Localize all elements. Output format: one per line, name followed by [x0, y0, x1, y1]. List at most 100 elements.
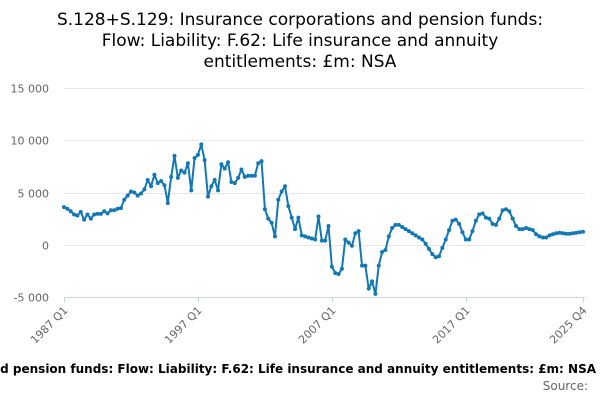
data-point — [319, 238, 324, 243]
data-point — [346, 240, 351, 245]
data-point — [426, 246, 431, 251]
data-point — [534, 232, 539, 237]
data-point — [437, 254, 442, 259]
data-point — [192, 156, 197, 161]
data-point — [159, 179, 164, 183]
data-point — [216, 188, 221, 193]
data-point — [433, 255, 438, 260]
data-point — [128, 189, 133, 194]
data-point — [537, 234, 542, 239]
data-point — [493, 222, 498, 227]
data-point — [413, 233, 418, 238]
data-point — [296, 215, 301, 220]
data-point — [460, 230, 465, 235]
data-point — [514, 223, 519, 228]
data-point — [229, 180, 234, 185]
data-point — [343, 237, 348, 242]
data-point — [366, 286, 371, 291]
data-point — [165, 200, 170, 205]
data-point — [242, 174, 247, 179]
data-point — [259, 159, 264, 164]
series-group — [62, 142, 585, 296]
data-point — [276, 197, 281, 202]
data-point — [269, 220, 274, 225]
data-point — [72, 212, 77, 217]
data-point — [323, 238, 328, 243]
chart-title-line-1: S.128+S.129: Insurance corporations and … — [56, 10, 544, 30]
data-point — [92, 212, 97, 217]
data-point — [547, 233, 552, 238]
data-point — [480, 211, 485, 216]
data-point — [544, 235, 549, 240]
data-point — [172, 153, 177, 158]
data-point — [363, 263, 368, 268]
data-point — [289, 215, 294, 220]
data-point — [185, 161, 190, 166]
data-point — [520, 227, 525, 232]
data-point — [423, 241, 428, 246]
data-point — [527, 227, 532, 232]
data-point — [226, 160, 231, 165]
y-tick-label: 10 000 — [11, 135, 50, 148]
data-point — [88, 216, 93, 221]
data-point — [125, 193, 130, 198]
data-point — [507, 209, 512, 214]
data-point — [326, 223, 331, 228]
data-point — [560, 231, 565, 236]
data-point — [306, 235, 311, 240]
data-point — [530, 228, 535, 233]
data-point — [236, 175, 241, 180]
data-point — [396, 222, 401, 227]
data-point — [470, 229, 475, 234]
chart-title-line-3: entitlements: £m: NSA — [203, 52, 397, 72]
data-point — [293, 227, 298, 232]
data-point — [175, 175, 180, 180]
x-tick-label: 2017 Q1 — [430, 304, 473, 347]
data-point — [145, 177, 150, 182]
data-point — [463, 237, 468, 242]
data-point — [246, 173, 251, 178]
data-point — [386, 234, 391, 239]
data-point — [550, 232, 555, 237]
data-point — [564, 231, 569, 236]
data-point — [457, 221, 462, 226]
data-point — [115, 206, 120, 211]
data-point — [453, 217, 458, 222]
data-point — [62, 205, 66, 210]
data-point — [574, 230, 579, 235]
data-point — [256, 161, 261, 166]
data-point — [102, 209, 107, 214]
legend[interactable]: S.128+S.129: Insurance corporations and … — [0, 362, 600, 377]
data-point — [373, 291, 378, 296]
data-point — [440, 245, 445, 250]
data-point — [316, 214, 321, 219]
data-point — [169, 174, 174, 179]
data-point — [393, 222, 398, 227]
data-point — [450, 218, 455, 223]
data-point — [195, 152, 200, 157]
data-point — [149, 184, 154, 189]
data-point — [370, 279, 375, 284]
data-point — [65, 206, 70, 211]
data-point — [430, 252, 435, 257]
data-point — [313, 237, 318, 242]
data-point — [309, 236, 314, 241]
data-point — [349, 243, 354, 248]
data-point — [252, 173, 257, 178]
data-point — [329, 264, 334, 269]
data-point — [222, 166, 227, 171]
data-point — [497, 216, 502, 221]
data-point — [356, 229, 361, 234]
data-point — [517, 227, 522, 232]
data-point — [182, 170, 187, 175]
legend-item[interactable]: S.128+S.129: Insurance corporations and … — [0, 362, 596, 376]
data-point — [473, 218, 478, 223]
data-point — [524, 226, 529, 231]
data-point — [98, 211, 103, 216]
data-point — [447, 228, 452, 233]
data-point — [406, 229, 411, 234]
data-point — [202, 158, 207, 163]
data-point — [219, 162, 224, 167]
data-point — [490, 221, 495, 226]
y-tick-label: 5 000 — [18, 188, 50, 201]
